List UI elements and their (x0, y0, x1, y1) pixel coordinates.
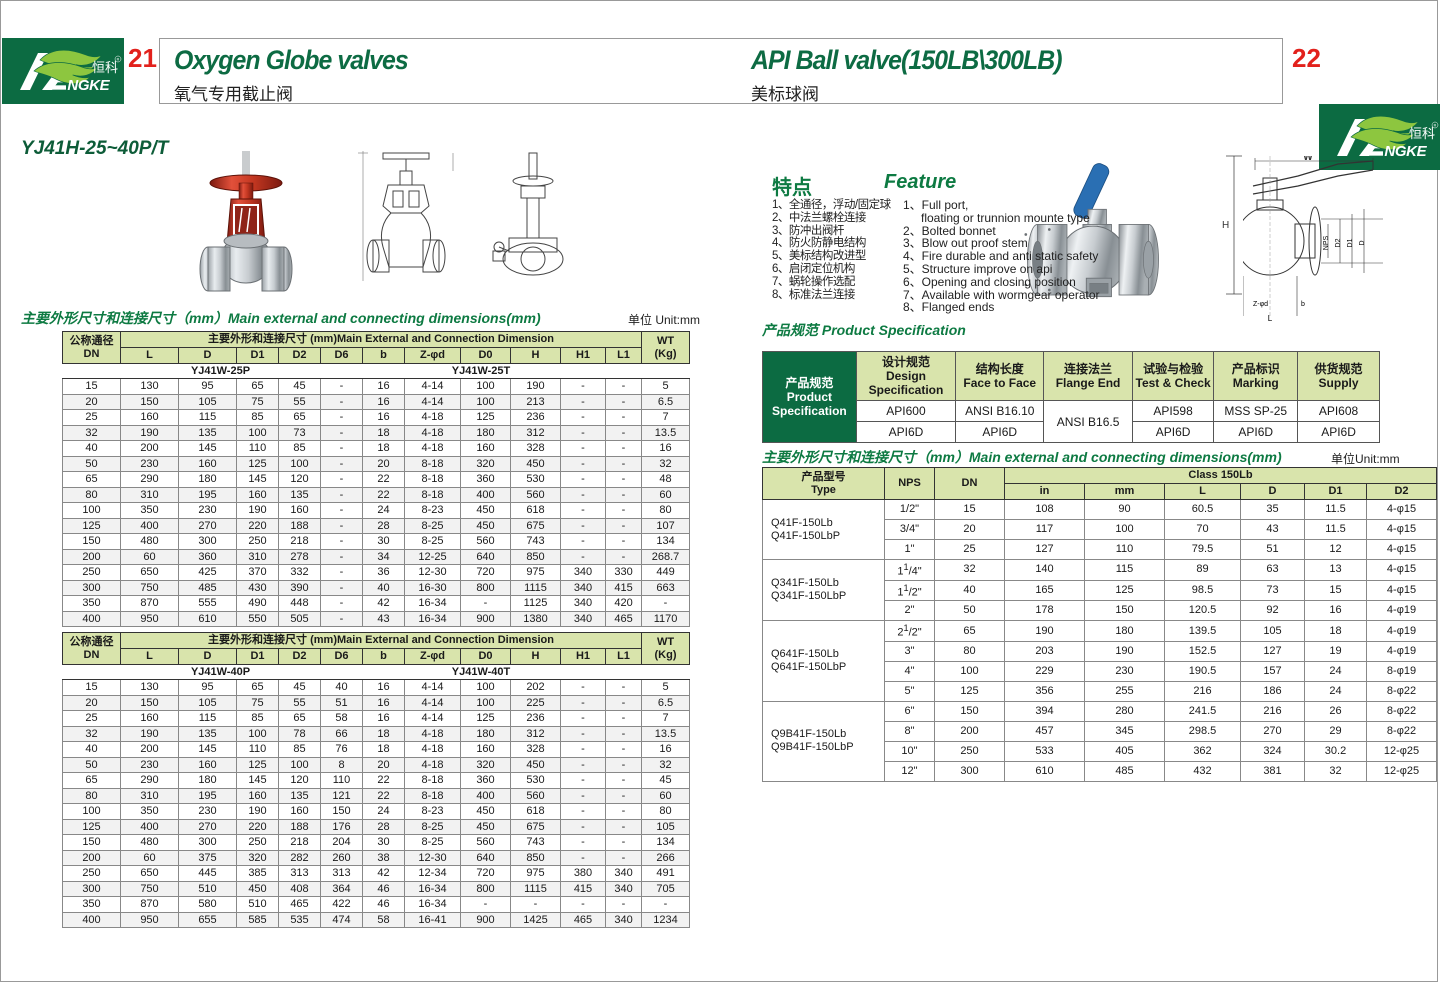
svg-text:Z-φd: Z-φd (1253, 301, 1268, 308)
svg-text:D: D (1359, 240, 1366, 245)
svg-text:L: L (1268, 314, 1273, 323)
svg-text:NGKE: NGKE (67, 77, 110, 94)
svg-text:R: R (1434, 124, 1437, 128)
svg-text:b: b (1301, 301, 1305, 308)
svg-text:恒科: 恒科 (1409, 126, 1435, 141)
svg-text:D1: D1 (1347, 238, 1354, 247)
svg-text:W: W (1303, 156, 1313, 163)
svg-text:H: H (1222, 220, 1229, 231)
svg-text:D2: D2 (1335, 238, 1342, 247)
svg-text:NPS: NPS (1323, 235, 1330, 250)
svg-text:恒科: 恒科 (92, 60, 118, 75)
svg-text:R: R (117, 58, 120, 62)
